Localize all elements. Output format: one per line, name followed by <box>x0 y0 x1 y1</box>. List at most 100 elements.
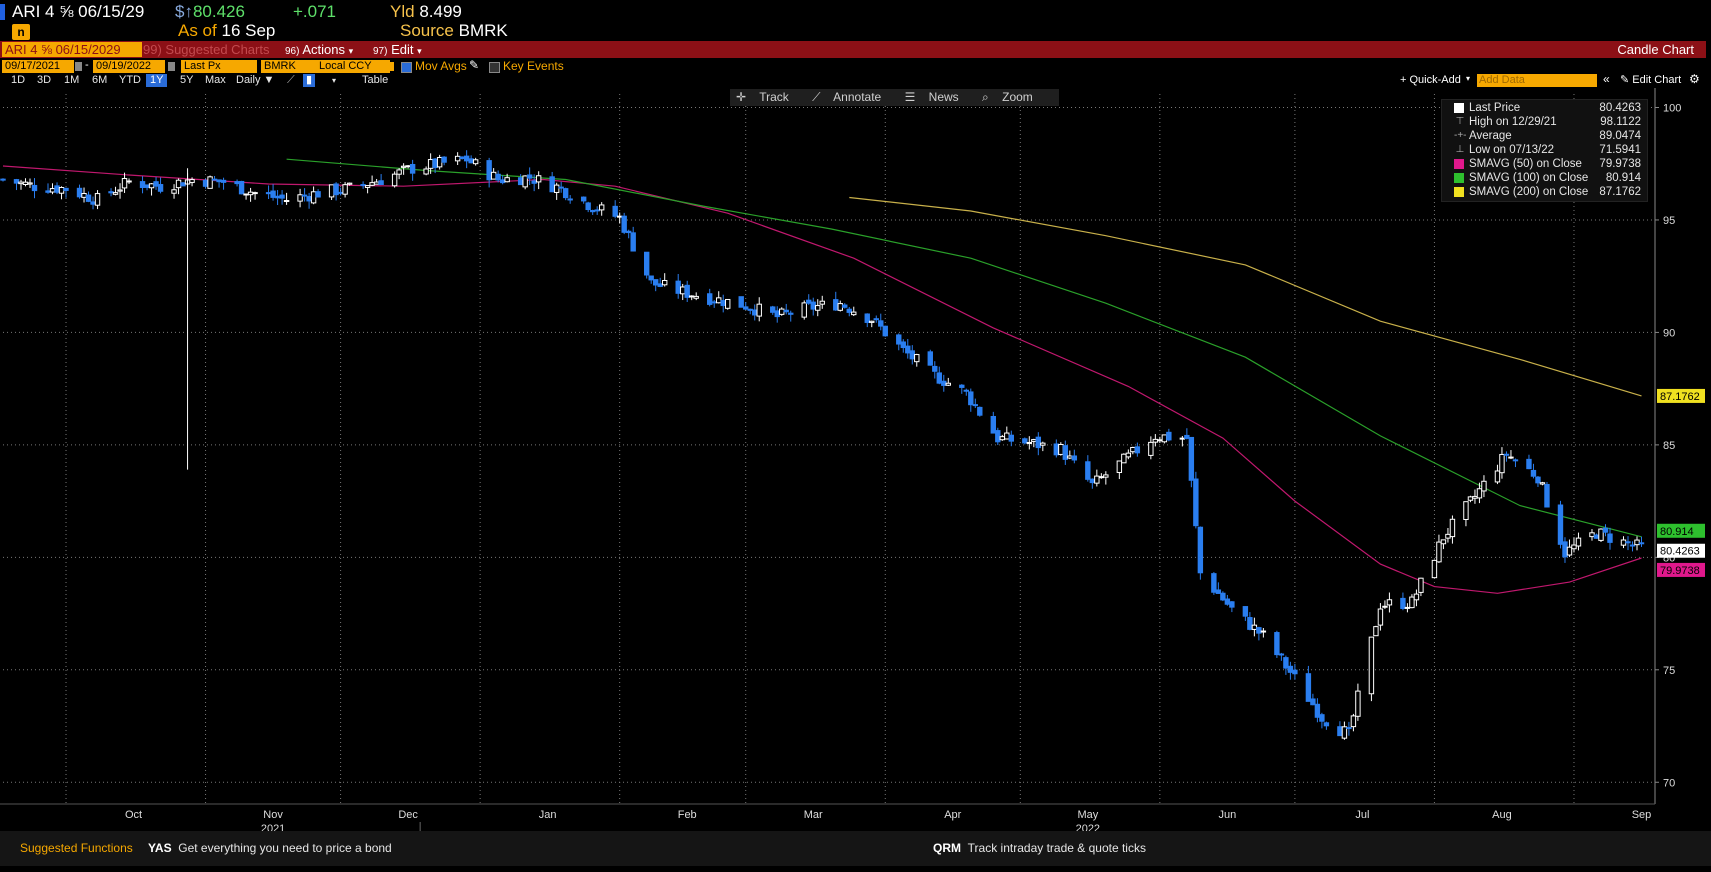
candle-body <box>585 202 591 211</box>
pencil-icon[interactable]: ✎ <box>469 58 480 72</box>
period-5y[interactable]: 5Y <box>180 74 194 86</box>
candle-body <box>1449 518 1456 538</box>
candle-body <box>157 184 164 192</box>
candle-body <box>1566 546 1573 556</box>
suggested-charts-button[interactable]: 99) Suggested Charts <box>143 42 270 57</box>
track-button[interactable]: ✛ Track <box>736 90 789 104</box>
candle-body <box>459 156 465 159</box>
period-6m[interactable]: 6M <box>92 74 108 86</box>
x-axis: Oct Nov Dec Jan Feb Mar Apr May Jun Jul Aug Sep 2021… <box>0 803 1655 831</box>
value-label: 80.4263 <box>1660 546 1700 558</box>
active-indicator <box>0 4 5 20</box>
candle-body <box>405 165 411 168</box>
candle-body <box>504 177 510 183</box>
annotate-button[interactable]: ⟋ Annotate <box>812 90 882 104</box>
candle-body <box>1571 544 1577 550</box>
mov-avgs-checkbox[interactable] <box>401 62 412 73</box>
candle-body <box>1008 434 1015 442</box>
candle-body <box>1377 608 1384 626</box>
collapse-icon[interactable]: « <box>1603 72 1610 86</box>
x-tick-label: May <box>1077 809 1098 821</box>
period-max[interactable]: Max <box>205 74 226 86</box>
candle-body <box>1350 715 1357 728</box>
edit-menu[interactable]: 97) Edit ▾ <box>373 42 422 57</box>
start-date-field[interactable]: 09/17/2021 <box>2 60 74 73</box>
x-tick-label: Dec <box>398 809 418 821</box>
gear-icon[interactable]: ⚙ <box>1689 72 1700 86</box>
currency-select[interactable]: Local CCY <box>316 60 390 73</box>
period-1y[interactable]: 1Y <box>146 74 168 87</box>
candle-body <box>310 191 317 204</box>
period-1d[interactable]: 1D <box>11 74 26 86</box>
security-field[interactable]: ARI 4 ⅝ 06/15/2029 <box>2 42 142 57</box>
key-events-checkbox[interactable] <box>489 62 500 73</box>
legend-swatch <box>1454 173 1464 183</box>
chart-type-title: Candle Chart <box>1617 42 1694 57</box>
calendar-icon[interactable] <box>75 62 82 71</box>
value-label: 79.9738 <box>1660 565 1700 577</box>
calendar-icon[interactable] <box>168 62 175 71</box>
candle-chart-icon[interactable]: ▮ <box>303 74 316 87</box>
pricing-source-field[interactable]: BMRK <box>261 60 317 73</box>
actions-menu[interactable]: 96) Actions ▾ <box>285 42 354 57</box>
candle-body <box>1539 482 1546 485</box>
candle-body <box>801 302 807 318</box>
candle-body <box>1179 437 1186 440</box>
chart-legend[interactable]: Last Price 80.4263 ⊤ High on 12/29/21 98.1… <box>1441 99 1648 202</box>
key-events-label[interactable]: Key Events <box>503 59 564 73</box>
news-button[interactable]: ☰ News <box>904 90 959 104</box>
candle-body <box>1053 443 1060 456</box>
candle-body <box>1440 539 1447 545</box>
candle-body <box>1121 453 1127 464</box>
candle-body <box>279 194 285 199</box>
candle-body <box>31 184 38 192</box>
candle-body <box>58 187 65 194</box>
frequency-select[interactable]: Daily ▼ <box>236 74 275 86</box>
candle-body <box>693 295 699 299</box>
candle-body <box>333 183 339 196</box>
candle-body <box>1598 528 1604 541</box>
quick-add-dropdown-icon[interactable]: ▾ <box>1466 74 1471 83</box>
zoom-button[interactable]: ⌕ Zoom <box>982 90 1033 104</box>
suggested-function-qrm[interactable]: QRM Track intraday trade & quote ticks <box>933 841 1146 855</box>
value-label: 80.914 <box>1660 526 1694 538</box>
suggested-function-yas[interactable]: YAS Get everything you need to price a b… <box>148 841 392 855</box>
moving-average-line <box>849 196 1642 397</box>
candle-body <box>517 177 524 186</box>
candle-body <box>1589 532 1595 538</box>
add-data-input[interactable]: Add Data <box>1477 74 1597 87</box>
period-3d[interactable]: 3D <box>37 74 52 86</box>
bloomberg-logo-icon[interactable]: n <box>12 24 30 40</box>
end-date-field[interactable]: 09/19/2022 <box>93 60 165 73</box>
crosshair-icon: ✛ <box>736 90 747 104</box>
field-select[interactable]: Last Px <box>181 60 257 73</box>
candle-body <box>45 190 51 193</box>
line-chart-icon[interactable]: ⟋ <box>287 74 295 86</box>
candle-body <box>139 181 146 188</box>
currency-dropdown-icon[interactable] <box>387 62 394 71</box>
edit-chart-button[interactable]: ✎ Edit Chart <box>1620 73 1681 86</box>
period-ytd[interactable]: YTD <box>119 74 141 86</box>
candle-body <box>1278 653 1285 656</box>
candle-body <box>657 283 663 287</box>
quick-add-button[interactable]: + Quick-Add <box>1400 74 1461 86</box>
candle-body <box>621 215 627 233</box>
candle-body <box>1085 461 1091 480</box>
candle-body <box>472 159 479 165</box>
candle-body <box>315 191 321 198</box>
value-label-bg <box>1657 388 1705 403</box>
candle-body <box>1467 496 1474 501</box>
period-1m[interactable]: 1M <box>64 74 80 86</box>
chart-type-dropdown-icon[interactable]: ▾ <box>332 76 337 85</box>
candle-body <box>1292 669 1298 675</box>
candle-body <box>1436 541 1442 563</box>
candle-body <box>436 156 443 168</box>
x-tick-label: Aug <box>1492 809 1512 821</box>
candle-body <box>1229 601 1235 608</box>
candle-body <box>1530 469 1537 477</box>
mov-avgs-label[interactable]: Mov Avgs <box>415 59 467 73</box>
candle-body <box>13 179 20 184</box>
table-button[interactable]: Table <box>362 74 389 86</box>
yield-label: Yld <box>390 2 415 21</box>
